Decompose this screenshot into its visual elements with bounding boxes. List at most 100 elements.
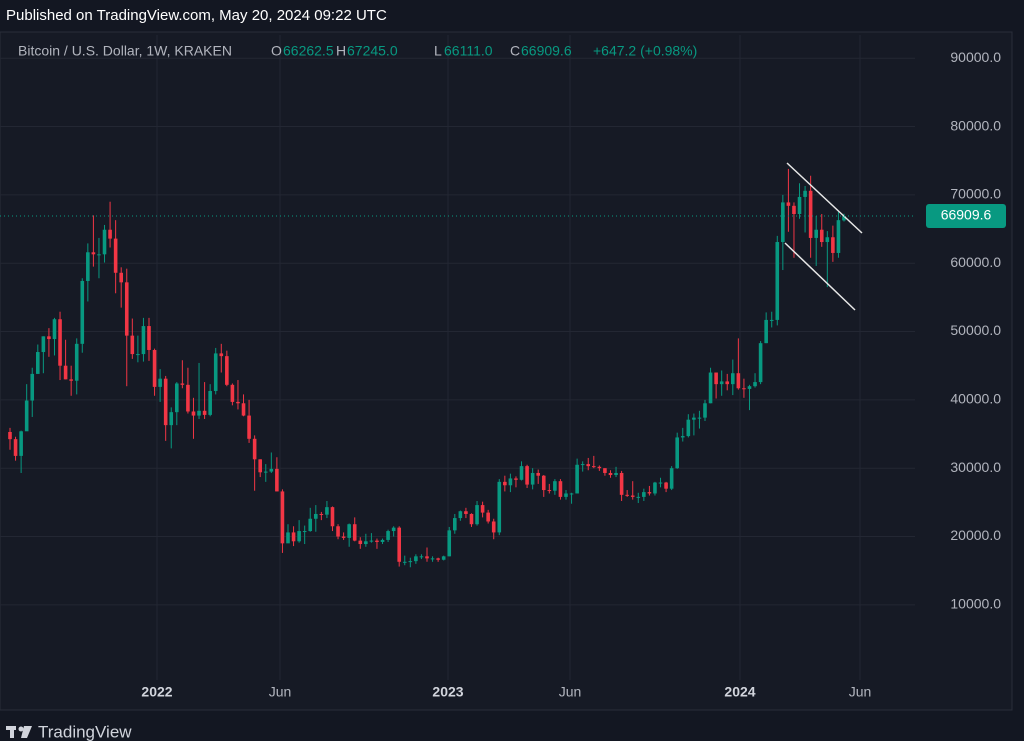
- candle-body: [503, 481, 507, 486]
- candle-body: [258, 459, 262, 473]
- y-tick-label: 10000.0: [950, 596, 1001, 612]
- candle-body: [169, 412, 174, 426]
- candle-body: [647, 492, 652, 494]
- y-tick-label: 30000.0: [950, 459, 1001, 475]
- candle-body: [364, 541, 368, 545]
- y-tick-label: 90000.0: [950, 49, 1001, 65]
- candle-body: [336, 526, 340, 537]
- candle-body: [402, 561, 407, 563]
- candle-body: [119, 272, 123, 283]
- candle-body: [113, 238, 118, 273]
- y-tick-label: 50000.0: [950, 322, 1001, 338]
- candle-body: [775, 242, 780, 320]
- candle-body: [180, 383, 185, 385]
- candle-body: [569, 493, 574, 495]
- candle-body: [614, 472, 618, 476]
- legend-c-label: C: [510, 43, 520, 59]
- candle-body: [186, 384, 190, 412]
- candle-body: [692, 417, 696, 420]
- symbol-title: Bitcoin / U.S. Dollar, 1W, KRAKEN: [18, 43, 232, 59]
- candle-body: [781, 202, 785, 243]
- x-tick-label: Jun: [849, 684, 872, 700]
- candle-body: [758, 343, 763, 383]
- candle-body: [742, 388, 746, 390]
- candle-body: [630, 495, 635, 497]
- candle-body: [808, 190, 813, 238]
- candle-body: [163, 378, 168, 426]
- brand-name: TradingView: [38, 722, 132, 741]
- candle-body: [536, 472, 540, 476]
- candle-body: [425, 556, 429, 559]
- candle-body: [302, 531, 307, 533]
- y-tick-label: 20000.0: [950, 527, 1001, 543]
- legend-low: 66111.0: [444, 43, 493, 59]
- candle-body: [547, 490, 552, 492]
- x-tick-label: Jun: [269, 684, 292, 700]
- candle-body: [736, 373, 741, 389]
- candle-body: [347, 524, 351, 538]
- candle-body: [325, 507, 329, 515]
- candle-body: [74, 343, 79, 381]
- candle-body: [91, 252, 96, 255]
- trend-line-upper: [786, 162, 863, 234]
- candle-body: [341, 536, 346, 538]
- candle-body: [586, 464, 591, 467]
- candle-body: [352, 524, 357, 541]
- candle-body: [308, 518, 313, 532]
- candle-body: [158, 378, 162, 387]
- legend-l-label: L: [434, 43, 442, 59]
- candle-body: [319, 513, 324, 515]
- candle-body: [408, 561, 413, 563]
- legend-close: 66909.6: [521, 43, 572, 59]
- candle-body: [714, 372, 718, 385]
- candle-body: [225, 356, 229, 385]
- candle-body: [314, 513, 318, 519]
- candle-body: [30, 373, 35, 401]
- candle-body: [391, 527, 396, 532]
- candle-body: [564, 493, 568, 497]
- candle-body: [836, 220, 841, 253]
- x-tick-label: 2023: [432, 684, 463, 700]
- candle-body: [252, 438, 257, 460]
- candle-body: [675, 437, 679, 469]
- candle-body: [191, 411, 196, 416]
- candle-body: [241, 403, 246, 416]
- candle-body: [286, 532, 290, 544]
- candle-body: [747, 386, 752, 389]
- candle-body: [553, 481, 557, 491]
- last-price-label: 66909.6: [941, 207, 992, 223]
- candle-body: [436, 558, 440, 560]
- candle-body: [375, 540, 379, 542]
- candle-body: [41, 336, 46, 353]
- candle-body: [664, 482, 668, 489]
- candle-body: [686, 419, 691, 437]
- candle-body: [86, 252, 90, 281]
- candle-body: [47, 336, 51, 340]
- candle-body: [469, 513, 474, 525]
- candle-body: [764, 319, 768, 344]
- candle-body: [519, 466, 524, 480]
- legend-h-label: H: [336, 43, 346, 59]
- candle-body: [147, 326, 151, 350]
- candle-body: [380, 539, 385, 542]
- candle-body: [597, 466, 602, 469]
- candle-body: [697, 417, 702, 419]
- candle-body: [608, 472, 613, 476]
- chart-frame: [0, 31, 1013, 711]
- x-tick-label: Jun: [559, 684, 582, 700]
- candle-body: [453, 518, 457, 531]
- candle-body: [636, 496, 641, 498]
- candle-body: [108, 229, 112, 239]
- candle-body: [680, 436, 685, 438]
- candle-body: [491, 521, 496, 533]
- candle-body: [753, 382, 757, 387]
- candle-body: [658, 482, 663, 484]
- candle-body: [69, 379, 73, 381]
- legend-change: +647.2 (+0.98%): [593, 43, 697, 59]
- candle-body: [708, 372, 713, 404]
- candle-body: [475, 505, 479, 525]
- candle-body: [725, 381, 730, 385]
- candle-body: [769, 319, 774, 321]
- candle-body: [52, 319, 57, 340]
- candle-body: [458, 511, 463, 519]
